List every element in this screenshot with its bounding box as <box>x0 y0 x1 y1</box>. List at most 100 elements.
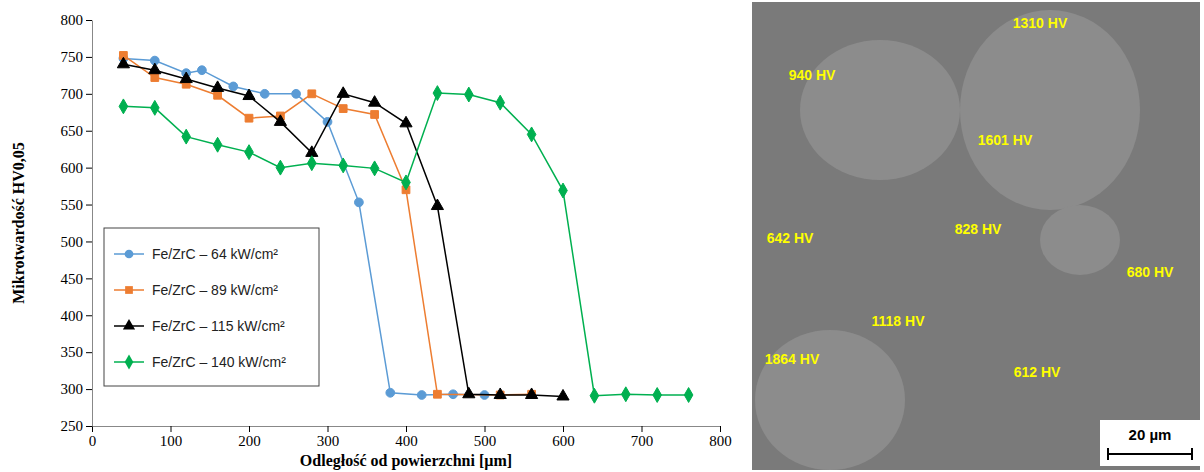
series-marker <box>400 116 412 127</box>
series-marker <box>214 91 222 99</box>
hardness-label: 1310 HV <box>1013 15 1068 31</box>
x-tick-mark <box>328 426 329 432</box>
legend-label: Fe/ZrC – 115 kW/cm² <box>152 318 285 334</box>
grain <box>755 330 905 470</box>
x-tick-mark <box>642 426 643 432</box>
scale-bar-label: 20 µm <box>1129 426 1172 443</box>
y-tick-mark <box>86 57 92 58</box>
series-marker <box>292 89 301 98</box>
y-tick: 500 <box>61 234 93 250</box>
grain <box>960 10 1140 210</box>
legend-marker <box>125 250 134 259</box>
x-tick: 700 <box>631 426 654 449</box>
x-tick-label: 0 <box>89 433 97 449</box>
x-tick-label: 100 <box>160 433 183 449</box>
x-tick: 300 <box>317 426 340 449</box>
hardness-label: 828 HV <box>955 221 1002 237</box>
hardness-label: 1118 HV <box>872 313 926 329</box>
series-marker <box>245 114 253 122</box>
series-marker <box>339 158 348 173</box>
x-tick: 100 <box>160 426 183 449</box>
series-marker <box>339 105 347 113</box>
x-tick-label: 600 <box>552 433 575 449</box>
series-marker <box>117 57 129 68</box>
hardness-label: 612 HV <box>1014 364 1061 380</box>
hardness-label: 1601 HV <box>978 132 1033 148</box>
series-marker <box>243 89 255 100</box>
y-tick: 250 <box>61 418 93 434</box>
x-tick: 0 <box>89 426 97 449</box>
y-tick: 550 <box>61 197 93 213</box>
series-marker <box>465 87 474 102</box>
y-tick-mark <box>86 389 92 390</box>
x-tick: 500 <box>474 426 497 449</box>
micrograph: 940 HV 1310 HV 1601 HV 642 HV 828 HV 1118 HV 6… <box>752 2 1200 470</box>
y-tick: 350 <box>61 344 93 360</box>
series-marker <box>149 63 161 74</box>
legend-marker <box>123 319 135 330</box>
series-marker <box>433 86 442 101</box>
series-marker <box>431 199 443 210</box>
y-tick-mark <box>86 352 92 353</box>
y-tick-label: 250 <box>61 418 84 434</box>
grain <box>800 40 960 180</box>
series-marker <box>212 81 224 92</box>
x-tick-label: 700 <box>631 433 654 449</box>
scale-bar-end <box>1107 448 1109 460</box>
series-marker <box>463 387 475 398</box>
x-axis: 0100200300400500600700800 <box>89 426 732 449</box>
series-marker <box>386 388 395 397</box>
scale-bar-box <box>1100 420 1200 466</box>
hardness-label: 642 HV <box>767 230 814 246</box>
hardness-label: 1864 HV <box>765 351 820 367</box>
y-tick-label: 400 <box>61 308 84 324</box>
y-tick-mark <box>86 205 92 206</box>
x-tick-label: 500 <box>474 433 497 449</box>
series-marker <box>370 161 379 176</box>
series-marker <box>182 129 191 144</box>
legend-marker <box>125 355 134 370</box>
x-tick: 200 <box>238 426 261 449</box>
y-tick: 750 <box>61 49 93 65</box>
y-tick-mark <box>86 426 92 427</box>
series-marker <box>557 389 569 400</box>
y-tick-label: 600 <box>61 160 84 176</box>
series-marker <box>402 175 411 190</box>
legend-box <box>104 228 319 386</box>
series-marker <box>308 90 316 98</box>
y-tick-label: 550 <box>61 197 84 213</box>
y-tick: 650 <box>61 123 93 139</box>
y-tick-label: 700 <box>61 86 84 102</box>
series-marker <box>559 183 568 198</box>
figure: 0100200300400500600700800250300350400450… <box>0 0 1204 472</box>
series-marker <box>229 82 238 91</box>
y-tick-label: 350 <box>61 344 84 360</box>
series-marker <box>274 115 286 126</box>
series-marker <box>151 100 160 115</box>
y-tick-mark <box>86 168 92 169</box>
y-tick-label: 500 <box>61 234 84 250</box>
y-tick-mark <box>86 241 92 242</box>
x-tick-mark <box>406 426 407 432</box>
legend-marker <box>125 286 133 294</box>
scale-bar <box>1108 453 1192 455</box>
x-tick-mark <box>720 426 721 432</box>
y-tick: 400 <box>61 308 93 324</box>
y-tick-label: 800 <box>61 12 84 28</box>
series-marker <box>371 111 379 119</box>
y-tick: 800 <box>61 12 93 28</box>
series-marker <box>355 198 364 207</box>
series-marker <box>213 137 222 152</box>
y-tick-label: 750 <box>61 49 84 65</box>
y-axis-line <box>92 21 93 427</box>
y-tick-mark <box>86 131 92 132</box>
series-marker <box>276 160 285 175</box>
x-tick: 600 <box>552 426 575 449</box>
x-tick-mark <box>249 426 250 432</box>
x-tick-mark <box>171 426 172 432</box>
hardness-label: 940 HV <box>789 67 836 83</box>
series-marker <box>434 390 442 398</box>
x-tick-mark <box>485 426 486 432</box>
x-tick: 400 <box>395 426 418 449</box>
series-marker <box>417 391 426 400</box>
